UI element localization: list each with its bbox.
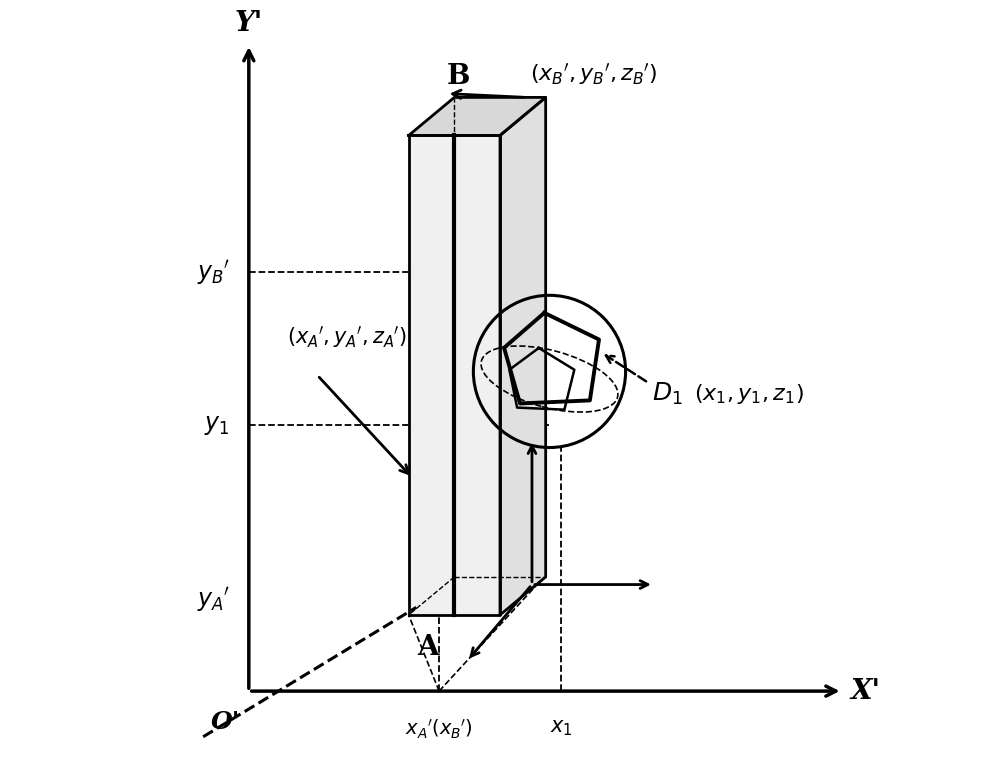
Text: $(x_A{'},y_A{'},z_A{'})$: $(x_A{'},y_A{'},z_A{'})$	[287, 324, 407, 350]
Text: $x_A{'}(x_B{'})$: $x_A{'}(x_B{'})$	[405, 718, 473, 741]
Text: $y_1$: $y_1$	[204, 413, 230, 437]
Text: $(x_B{'},y_B{'},z_B{'})$: $(x_B{'},y_B{'},z_B{'})$	[530, 62, 658, 87]
Text: Y': Y'	[235, 9, 263, 36]
Text: $x_1$: $x_1$	[550, 718, 572, 738]
Text: $y_A{'}$: $y_A{'}$	[197, 585, 230, 614]
Text: B: B	[446, 63, 470, 90]
Text: $D_1$: $D_1$	[652, 381, 683, 407]
Text: X': X'	[850, 678, 880, 705]
Polygon shape	[409, 97, 546, 136]
Text: A: A	[417, 634, 439, 661]
Text: O': O'	[211, 710, 241, 734]
Polygon shape	[409, 136, 500, 615]
Text: $y_B{'}$: $y_B{'}$	[197, 258, 230, 286]
Text: $(x_1,y_1,z_1)$: $(x_1,y_1,z_1)$	[694, 382, 804, 407]
Polygon shape	[500, 97, 546, 615]
